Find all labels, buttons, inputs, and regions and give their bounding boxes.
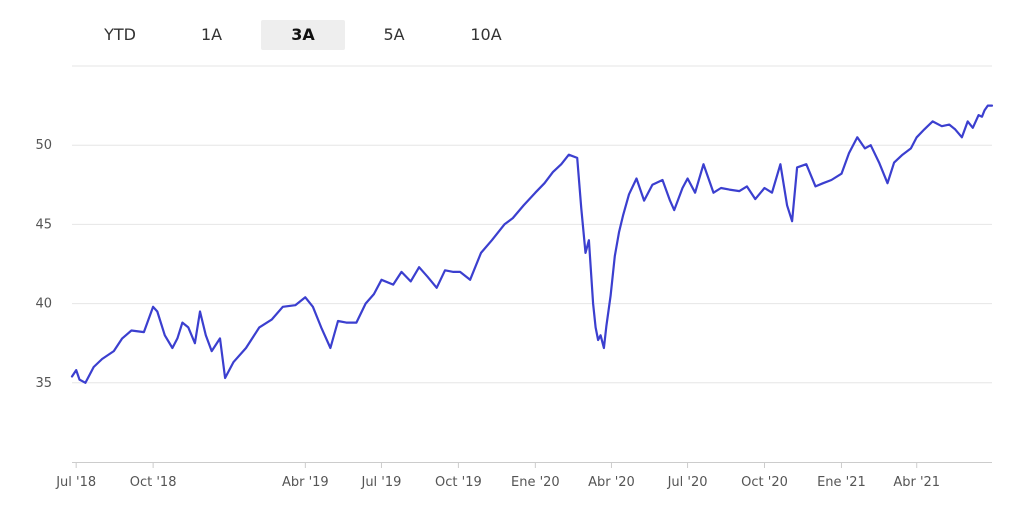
gridlines: [72, 65, 992, 384]
x-tick-label: Jul '20: [667, 475, 708, 490]
x-axis: Jul '18 Oct '18 Abr '19 Jul '19 Oct '19 Ene '…: [55, 462, 992, 490]
x-tick-label: Abr '20: [588, 475, 635, 490]
range-5a-button[interactable]: 5A: [383, 25, 405, 44]
x-tick-label: Jul '19: [360, 475, 401, 490]
x-tick-label: Jul '18: [55, 475, 96, 490]
range-selector: YTD 1A 3A 5A 10A: [78, 20, 529, 50]
x-tick-label: Abr '19: [282, 475, 329, 490]
x-tick-label: Ene '20: [511, 475, 560, 490]
range-3a-button[interactable]: 3A: [261, 20, 345, 50]
y-tick-label: 45: [35, 217, 52, 232]
y-axis: 35 40 45 50: [35, 138, 52, 391]
y-tick-label: 35: [35, 376, 52, 391]
y-tick-label: 40: [35, 297, 52, 312]
y-tick-label: 50: [35, 138, 52, 153]
range-1a-button[interactable]: 1A: [200, 25, 223, 44]
range-ytd-button[interactable]: YTD: [104, 25, 136, 44]
x-tick-label: Ene '21: [817, 475, 866, 490]
x-tick-label: Oct '18: [130, 475, 177, 490]
series-line: [70, 104, 994, 384]
x-tick-label: Oct '20: [741, 475, 788, 490]
x-tick-label: Abr '21: [893, 475, 940, 490]
range-10a-button[interactable]: 10A: [470, 25, 502, 44]
x-tick-label: Oct '19: [435, 475, 482, 490]
series-layer: [70, 104, 994, 384]
